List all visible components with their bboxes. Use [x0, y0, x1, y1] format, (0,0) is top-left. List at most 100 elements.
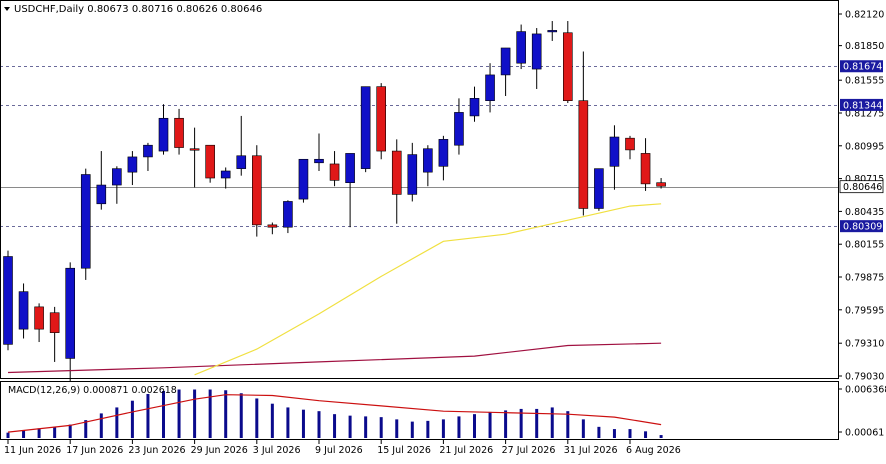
- macd-histogram-bar: [286, 407, 290, 438]
- macd-histogram-bar: [6, 432, 10, 438]
- bear-candle-body: [562, 32, 573, 101]
- candle: [96, 151, 107, 210]
- bull-candle-body: [345, 153, 355, 183]
- bull-candle-body: [158, 117, 169, 152]
- macd-histogram-bar: [550, 407, 554, 438]
- bull-candle-body: [220, 170, 231, 179]
- candle: [314, 133, 324, 171]
- macd-histogram-bar: [99, 413, 103, 438]
- macd-panel-frame: [0, 381, 839, 440]
- candle: [34, 303, 44, 343]
- macd-histogram-bar: [162, 391, 165, 438]
- fast-moving-average-line: [194, 203, 662, 376]
- price-axis-label: 0.80715: [845, 174, 884, 185]
- dropdown-triangle-icon[interactable]: [4, 7, 10, 11]
- candle: [65, 262, 75, 382]
- candle: [423, 145, 433, 187]
- candle: [174, 108, 184, 155]
- bull-candle-body: [314, 158, 324, 164]
- candle: [329, 151, 340, 187]
- time-axis-label: 15 Jul 2026: [377, 445, 431, 456]
- macd-histogram-bar: [84, 420, 88, 438]
- macd-histogram-bar: [488, 411, 492, 438]
- macd-histogram-bar: [473, 414, 476, 438]
- candle: [127, 151, 138, 186]
- candle: [438, 135, 449, 181]
- bear-candle-body: [578, 100, 589, 209]
- bull-candle-body: [547, 30, 558, 33]
- bull-candle-body: [18, 291, 29, 330]
- bull-candle-body: [298, 158, 309, 200]
- bear-candle-body: [267, 224, 278, 228]
- macd-histogram-bar: [301, 409, 305, 438]
- price-line-tag[interactable]: 0.80309: [840, 220, 883, 233]
- candle: [112, 166, 122, 204]
- price-axis-label: 0.79595: [845, 305, 884, 316]
- candle: [640, 138, 651, 191]
- macd-histogram-bar: [146, 393, 150, 438]
- candle: [143, 142, 153, 171]
- bull-candle-body: [500, 47, 511, 76]
- price-tag-label: 0.80646: [843, 182, 882, 193]
- candle: [158, 104, 169, 155]
- bull-candle-body: [407, 154, 418, 195]
- macd-histogram-bar: [53, 426, 57, 438]
- candle: [205, 144, 215, 183]
- candle: [454, 98, 464, 155]
- candle: [80, 168, 91, 280]
- price-tag-background: [840, 98, 883, 111]
- price-line-tag[interactable]: 0.81344: [840, 98, 883, 112]
- candle: [656, 178, 666, 189]
- candle: [562, 21, 573, 104]
- bull-candle-body: [127, 156, 138, 173]
- bear-candle-body: [174, 117, 184, 148]
- bull-candle-body: [360, 86, 371, 169]
- macd-histogram-bar: [364, 416, 368, 438]
- macd-histogram-bar: [22, 430, 26, 438]
- macd-indicator-label: MACD(12,26,9) 0.000871 0.002618: [8, 385, 177, 396]
- candle: [18, 283, 29, 339]
- macd-histogram-bar: [193, 389, 197, 438]
- macd-histogram-bar: [68, 424, 72, 438]
- bear-candle-body: [34, 306, 44, 330]
- macd-histogram-bar: [504, 410, 508, 438]
- price-line-tag[interactable]: 0.80646: [839, 180, 884, 194]
- bull-candle-body: [96, 184, 107, 205]
- time-axis-label: 23 Jun 2026: [128, 445, 185, 456]
- candle: [49, 306, 60, 362]
- candle: [360, 86, 371, 173]
- candle: [376, 83, 387, 160]
- price-axis-label: 0.81275: [845, 108, 884, 119]
- candle: [298, 158, 309, 203]
- candle: [267, 222, 278, 235]
- macd-histogram-bar: [115, 407, 119, 438]
- bull-candle-body: [112, 168, 122, 186]
- macd-axis-label: 0.006368: [845, 385, 886, 396]
- candle: [220, 167, 231, 189]
- time-axis-label: 6 Aug 2026: [626, 445, 681, 456]
- macd-histogram-bar: [130, 400, 134, 438]
- macd-histogram-bar: [317, 411, 321, 438]
- price-axis-label: 0.81850: [845, 41, 884, 52]
- bull-candle-body: [423, 148, 433, 173]
- bull-candle-body: [609, 136, 620, 167]
- price-line-tag[interactable]: 0.81674: [840, 60, 883, 73]
- candle: [252, 145, 262, 237]
- time-axis-label: 29 Jun 2026: [191, 445, 248, 456]
- bear-candle-body: [189, 148, 200, 151]
- macd-histogram-bar: [457, 416, 461, 438]
- candle: [531, 28, 542, 89]
- price-tag-label: 0.81674: [843, 62, 882, 73]
- candle: [345, 153, 355, 228]
- bull-candle-body: [438, 139, 449, 167]
- macd-histogram-bar: [612, 429, 616, 438]
- bear-candle-body: [656, 182, 666, 187]
- bear-candle-body: [640, 153, 651, 185]
- bull-candle-body: [143, 144, 153, 158]
- main-chart-frame: [0, 0, 839, 379]
- macd-histogram-bar: [270, 403, 274, 438]
- macd-signal-line: [7, 394, 662, 433]
- time-axis-label: 27 Jul 2026: [502, 445, 556, 456]
